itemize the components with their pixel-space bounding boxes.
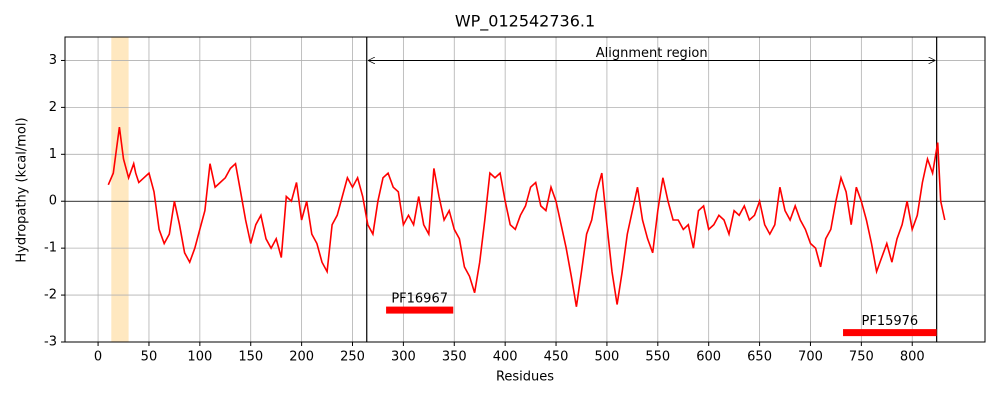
x-tick-label: 150 — [238, 350, 263, 365]
y-tick-label: 0 — [49, 194, 57, 209]
x-tick-label: 550 — [645, 350, 670, 365]
x-tick-label: 350 — [442, 350, 467, 365]
x-tick-label: 500 — [595, 350, 620, 365]
x-tick-label: 650 — [747, 350, 772, 365]
x-tick-label: 250 — [340, 350, 365, 365]
domain-label: PF16967 — [391, 292, 448, 307]
x-tick-label: 400 — [493, 350, 518, 365]
y-tick-label: -2 — [44, 288, 57, 303]
plot-frame — [64, 36, 986, 343]
domain-bar — [386, 306, 454, 314]
chart-title: WP_012542736.1 — [455, 12, 595, 32]
alignment-label: Alignment region — [596, 46, 708, 61]
x-tick-label: 600 — [696, 350, 721, 365]
y-tick-label: -3 — [44, 335, 57, 350]
x-tick-label: 0 — [94, 350, 102, 365]
x-tick-label: 750 — [849, 350, 874, 365]
y-tick-label: 3 — [49, 53, 57, 68]
x-tick-label: 800 — [900, 350, 925, 365]
y-tick-label: 1 — [49, 147, 57, 162]
domain-label: PF15976 — [862, 314, 919, 329]
highlight-span — [111, 37, 129, 342]
domain-bar — [843, 329, 937, 337]
y-tick-label: -1 — [44, 241, 57, 256]
x-tick-label: 700 — [798, 350, 823, 365]
y-axis-label: Hydropathy (kcal/mol) — [15, 117, 30, 262]
x-tick-label: 450 — [544, 350, 569, 365]
x-tick-label: 100 — [187, 350, 212, 365]
hydropathy-line — [107, 126, 946, 307]
x-tick-label: 50 — [141, 350, 158, 365]
x-tick-label: 200 — [289, 350, 314, 365]
y-tick-label: 2 — [49, 100, 57, 115]
x-tick-label: 300 — [391, 350, 416, 365]
x-axis-label: Residues — [496, 370, 554, 385]
